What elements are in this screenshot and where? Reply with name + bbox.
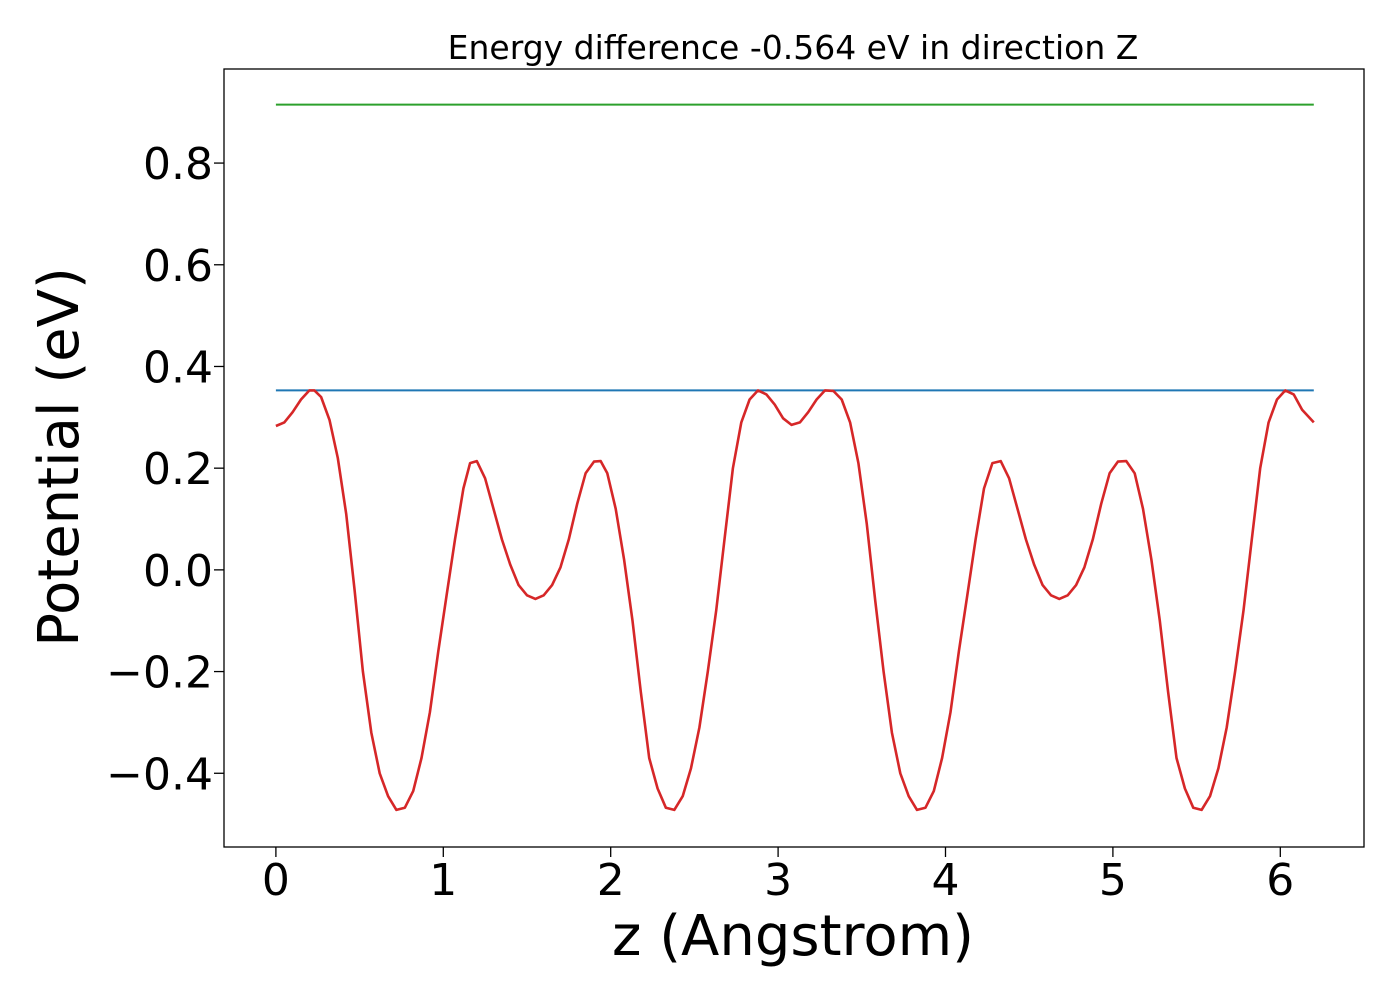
y-tick-label: −0.4 [106, 749, 213, 800]
x-tick-label: 5 [1099, 855, 1127, 906]
plot-area [275, 103, 1315, 812]
y-tick-label: 0.8 [143, 139, 213, 190]
series-line-3 [275, 389, 1315, 812]
x-tick-label: 1 [429, 855, 457, 906]
y-tick-label: 0.2 [143, 444, 213, 495]
x-axis-label: z (Angstrom) [612, 904, 974, 969]
y-tick-label: −0.2 [106, 648, 213, 699]
y-tick-label: 0.6 [143, 241, 213, 292]
x-tick-label: 2 [597, 855, 625, 906]
x-tick-label: 3 [764, 855, 792, 906]
y-axis-label: Potential (eV) [27, 267, 92, 647]
chart-title: Energy difference -0.564 eV in direction… [448, 28, 1139, 67]
plot-frame [223, 68, 1365, 848]
x-tick-label: 4 [931, 855, 959, 906]
x-tick-label: 6 [1266, 855, 1294, 906]
y-tick-label: 0.4 [143, 342, 213, 393]
x-axis-ticks: 0 1 2 3 4 5 6 [262, 847, 1294, 906]
x-tick-label: 0 [262, 855, 290, 906]
y-axis-ticks: −0.4 −0.2 0.0 0.2 0.4 0.6 0.8 [106, 139, 224, 800]
y-tick-label: 0.0 [143, 546, 213, 597]
